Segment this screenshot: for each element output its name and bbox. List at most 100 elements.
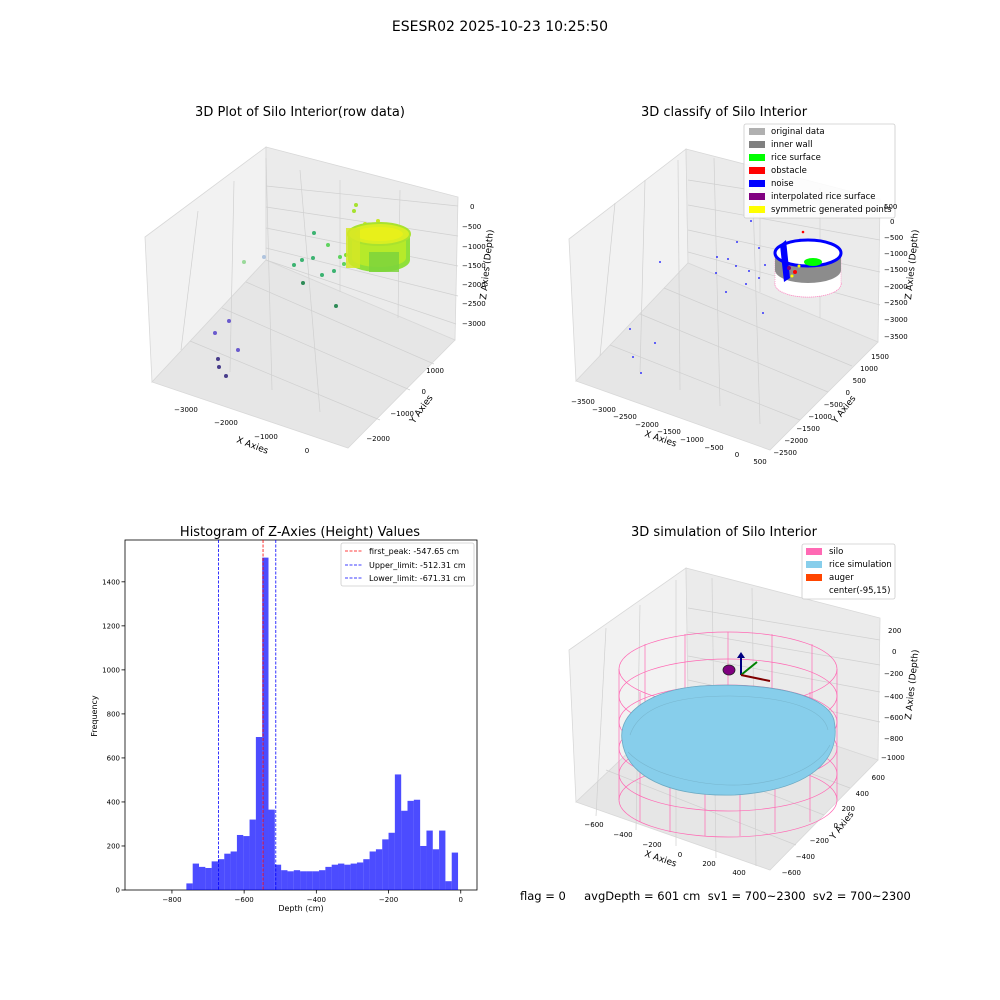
x-tick-label: −1000 [680,436,704,444]
legend-simulation: silo rice simulation auger center(-95,15… [801,543,896,600]
legend-swatch [806,574,822,581]
histogram-bar [369,851,376,890]
x-tick-label: 200 [702,860,715,868]
histogram-bar [382,839,389,890]
x-tick-label: −3500 [571,398,595,406]
panel-title: 3D Plot of Silo Interior(row data) [195,105,405,120]
histogram-bar [407,800,414,890]
x-tick-label: 0 [459,896,463,904]
histogram-bar [287,871,294,890]
x-tick-label: −600 [584,821,603,829]
histogram-bar [394,774,402,890]
z-tick-label: −3000 [884,316,908,324]
legend-swatch [749,167,765,174]
legend-swatch [749,141,765,148]
x-tick-label: 0 [305,447,309,455]
x-ticks: −800 −600 −400 −200 0 [162,890,463,904]
histogram-bar [344,864,351,890]
histogram-bar [319,870,326,890]
legend-label: noise [771,179,794,189]
x-tick-label: 0 [678,851,682,859]
z-tick-label: 0 [890,218,894,226]
legend-swatch [806,561,822,568]
legend-histogram: first_peak: -547.65 cm Upper_limit: -512… [340,542,475,587]
histogram-bar [211,861,218,890]
y-tick-label: −1000 [390,410,414,418]
x-tick-label: 400 [732,869,745,877]
x-axis-label: X Axies [643,849,678,869]
x-axis-label: Depth (cm) [278,904,323,913]
y-tick-label: 0 [116,887,120,895]
histogram-bar [205,867,212,890]
y-tick-label: −2000 [366,435,390,443]
x-tick-label: −1500 [657,428,681,436]
histogram-bar [230,851,237,890]
floor-pane [575,262,879,451]
histogram-bar [268,809,275,890]
legend-classify: original data inner wall rice surface ob… [743,123,896,219]
z-axis-label: Z Axies (Depth) [904,229,921,300]
x-tick-label: −2500 [613,413,637,421]
panel-title: Histogram of Z-Axies (Height) Values [180,525,420,540]
z-tick-label: −600 [884,714,903,722]
z-tick-label: 500 [884,203,897,211]
histogram-bar [338,863,345,890]
histogram-bar [255,737,263,890]
panel-title: 3D simulation of Silo Interior [631,525,818,540]
legend-label: original data [771,127,825,137]
x-tick-label: 0 [735,451,739,459]
y-tick-label: 0 [846,389,850,397]
rice-surface [621,684,836,796]
x-tick-label: −2000 [635,421,659,429]
axis-ticks: −3000 −2000 −1000 0 1000 0 −1000 −2000 0… [174,203,486,455]
z-tick-label: 0 [892,648,896,656]
legend-label: Upper_limit: -512.31 cm [369,561,466,570]
y-tick-label: −500 [824,401,843,409]
z-tick-label: −2000 [884,283,908,291]
histogram-bar [401,810,408,890]
y-tick-label: 1400 [102,578,120,586]
y-tick-label: 600 [872,774,885,782]
legend-swatch [806,548,822,555]
y-tick-label: 500 [853,377,866,385]
histogram-bar [356,862,364,890]
y-tick-label: −400 [796,853,815,861]
z-tick-label: −200 [884,670,903,678]
y-tick-label: 200 [842,805,855,813]
panel-simulation: 3D simulation of Silo Interior [568,525,921,877]
legend-swatch [749,180,765,187]
legend-frame [340,542,475,587]
histogram-bar [306,871,313,890]
histogram-bar [262,557,269,890]
y-tick-label: 800 [107,710,120,718]
legend-swatch [749,206,765,213]
histogram-bar [451,852,459,890]
legend-label: rice surface [771,153,821,163]
z-tick-label: −2500 [884,299,908,307]
y-tick-label: 1200 [102,622,120,630]
legend-frame [801,543,896,600]
z-tick-label: 200 [888,627,901,635]
legend-swatch [749,193,765,200]
status-line: flag = 0 avgDepth = 601 cm sv1 = 700~230… [520,889,911,903]
noise-points [629,220,766,374]
histogram-bar [243,836,250,890]
z-tick-label: −3500 [884,333,908,341]
legend-label: rice simulation [829,560,892,570]
y-tick-label: 1000 [860,365,878,373]
legend-swatch [749,128,765,135]
y-tick-label: −1000 [808,413,832,421]
legend-label: inner wall [771,140,812,150]
histogram-bar [249,819,256,890]
histogram-bar [312,871,320,890]
y-tick-label: 0 [422,388,426,396]
z-tick-label: −1500 [884,266,908,274]
histogram-bar [186,883,193,890]
y-tick-label: −200 [810,837,829,845]
x-tick-label: −400 [613,831,632,839]
legend-frame [743,123,896,219]
y-tick-label: 1000 [102,666,120,674]
histogram-bar [350,863,357,890]
z-tick-label: −1500 [462,262,486,270]
